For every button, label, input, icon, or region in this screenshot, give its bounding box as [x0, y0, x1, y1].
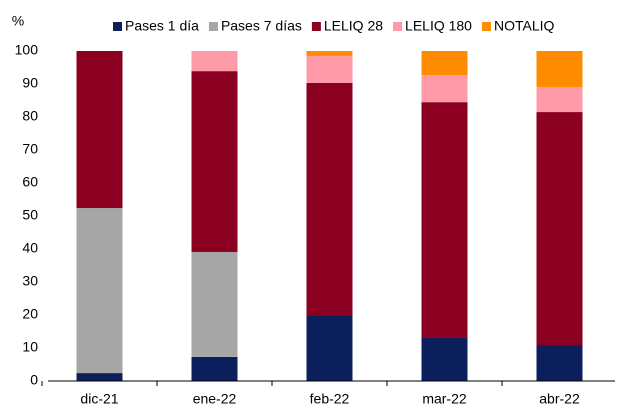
bar-segment — [191, 251, 238, 357]
bar-segment — [536, 345, 583, 381]
bar-segment — [191, 71, 238, 252]
legend-label: Pases 7 días — [221, 18, 302, 34]
bar-segment — [421, 75, 468, 103]
y-tick-label: 40 — [22, 240, 38, 256]
x-tick-label: ene-22 — [193, 391, 237, 407]
bar-segment — [76, 373, 123, 381]
bar-segment — [536, 112, 583, 346]
bar-segment — [306, 55, 353, 84]
bar-segment — [536, 51, 583, 87]
y-tick-label: 60 — [22, 174, 38, 190]
legend-label: NOTALIQ — [494, 18, 555, 34]
y-tick-label: 10 — [22, 339, 38, 355]
x-tick-label: mar-22 — [422, 391, 467, 407]
bar-segment — [421, 337, 468, 381]
legend-swatch — [208, 22, 218, 31]
y-tick-label: 30 — [22, 273, 38, 289]
y-tick-label: 20 — [22, 306, 38, 322]
legend-swatch — [311, 22, 321, 31]
y-tick-label: 0 — [30, 372, 38, 388]
bar-segment — [306, 315, 353, 381]
bar-segment — [76, 51, 123, 209]
y-axis-label: % — [12, 13, 24, 29]
y-tick-label: 100 — [15, 42, 39, 58]
bar-segment — [306, 83, 353, 316]
bar-segment — [191, 356, 238, 381]
y-tick-label: 90 — [22, 75, 38, 91]
bar-segment — [76, 208, 123, 374]
legend-label: Pases 1 día — [125, 18, 199, 34]
y-tick-label: 80 — [22, 108, 38, 124]
y-tick-label: 50 — [22, 207, 38, 223]
bar-segment — [421, 102, 468, 338]
bar-segment — [536, 86, 583, 113]
bar-segment — [306, 51, 353, 56]
x-tick-label: abr-22 — [539, 391, 580, 407]
x-tick-label: dic-21 — [80, 391, 118, 407]
legend-swatch — [393, 22, 403, 31]
legend-label: LELIQ 28 — [324, 18, 383, 34]
bar-segment — [421, 51, 468, 76]
legend-swatch — [113, 22, 122, 31]
legend-label: LELIQ 180 — [405, 18, 472, 34]
legend-swatch — [481, 22, 491, 31]
y-tick-label: 70 — [22, 141, 38, 157]
x-tick-label: feb-22 — [310, 391, 350, 407]
bar-segment — [191, 51, 238, 72]
